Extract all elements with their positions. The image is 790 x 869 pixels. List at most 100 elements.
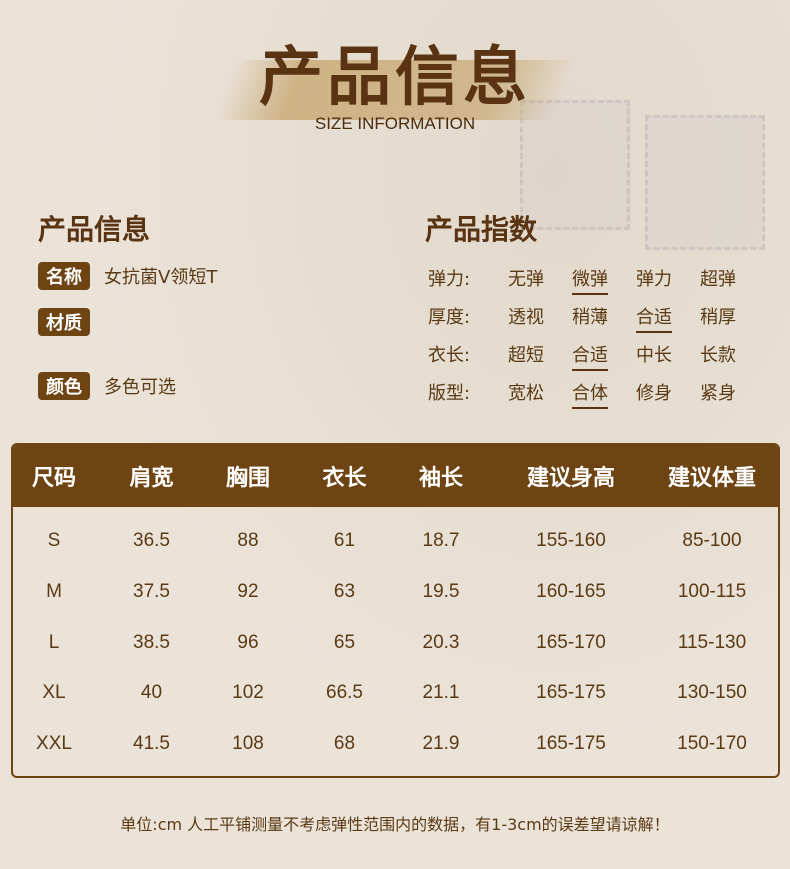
info-row: 材质 <box>38 308 104 336</box>
table-cell: 21.1 <box>422 682 460 704</box>
table-cell: 41.5 <box>133 733 170 755</box>
index-option-text: 合体 <box>572 383 608 409</box>
index-option-text: 超弹 <box>700 269 736 290</box>
column-header: 肩宽 <box>129 466 174 491</box>
column-header: 建议体重 <box>667 466 756 491</box>
index-option: 中长 <box>636 341 700 367</box>
index-option: 稍厚 <box>700 303 764 329</box>
info-tag: 材质 <box>38 308 90 336</box>
index-option: 修身 <box>636 379 700 405</box>
column-header: 建议身高 <box>526 466 615 491</box>
table-cell: 165-170 <box>536 631 606 653</box>
column-header: 胸围 <box>225 466 270 491</box>
table-row: M 37.5 92 63 19.5 160-165 100-115 <box>13 567 778 618</box>
stamp-decoration <box>520 100 630 230</box>
table-cell: 108 <box>232 733 264 755</box>
index-option: 合体 <box>572 379 636 409</box>
table-cell: 68 <box>333 733 356 755</box>
index-option: 弹力 <box>636 265 700 291</box>
table-cell: M <box>46 581 62 603</box>
index-option: 无弹 <box>508 265 572 291</box>
index-label: 厚度: <box>428 307 471 328</box>
table-cell: XXL <box>36 733 72 755</box>
index-option: 合适 <box>636 303 700 333</box>
info-tag: 颜色 <box>38 372 90 400</box>
index-option: 透视 <box>508 303 572 329</box>
table-cell: 61 <box>333 530 356 552</box>
index-option-text: 弹力 <box>636 269 672 290</box>
info-row: 颜色 多色可选 <box>38 372 176 400</box>
index-option-text: 超短 <box>508 345 544 366</box>
table-cell: 38.5 <box>133 631 170 653</box>
index-row: 衣长: 超短 合适 中长 长款 <box>428 341 764 371</box>
table-cell: 115-130 <box>677 631 747 653</box>
table-row: XXL 41.5 108 68 21.9 165-175 150-170 <box>13 719 778 770</box>
index-option: 微弹 <box>572 265 636 295</box>
index-option-text: 中长 <box>636 345 672 366</box>
table-cell: 66.5 <box>326 682 363 704</box>
index-option: 宽松 <box>508 379 572 405</box>
table-cell: 18.7 <box>422 530 460 552</box>
table-cell: 63 <box>333 581 356 603</box>
table-cell: 37.5 <box>133 581 170 603</box>
index-label: 衣长: <box>428 345 471 366</box>
table-cell: 165-175 <box>536 682 606 704</box>
page-subtitle: SIZE INFORMATION <box>314 114 476 133</box>
info-value: 多色可选 <box>104 377 176 398</box>
table-cell: 19.5 <box>422 581 460 603</box>
index-option-text: 无弹 <box>508 269 544 290</box>
index-option-text: 紧身 <box>700 383 736 404</box>
page-title: 产品信息 <box>259 41 531 115</box>
table-cell: L <box>48 631 60 653</box>
table-row: L 38.5 96 65 20.3 165-170 115-130 <box>13 617 778 668</box>
index-option-text: 稍厚 <box>700 307 736 328</box>
index-row: 厚度: 透视 稍薄 合适 稍厚 <box>428 303 764 333</box>
index-option-text: 透视 <box>508 307 544 328</box>
table-cell: 155-160 <box>536 530 606 552</box>
index-option: 紧身 <box>700 379 764 405</box>
info-row: 名称 女抗菌V领短T <box>38 262 217 290</box>
table-cell: 21.9 <box>422 733 460 755</box>
table-cell: 20.3 <box>422 631 460 653</box>
index-row: 弹力: 无弹 微弹 弹力 超弹 <box>428 265 764 295</box>
table-cell: 100-115 <box>677 581 747 603</box>
table-cell: 40 <box>140 682 163 704</box>
table-cell: 88 <box>237 530 259 552</box>
index-option: 稍薄 <box>572 303 636 329</box>
index-option: 合适 <box>572 341 636 371</box>
index-label: 版型: <box>428 383 471 404</box>
table-cell: 150-170 <box>677 733 747 755</box>
table-cell: 160-165 <box>536 581 606 603</box>
size-table: 尺码 肩宽 胸围 衣长 袖长 建议身高 建议体重 S 36.5 88 61 18.7 155-160 8… <box>11 443 780 778</box>
index-option-text: 修身 <box>636 383 672 404</box>
table-row: XL 40 102 66.5 21.1 165-175 130-150 <box>13 668 778 719</box>
index-option-text: 长款 <box>700 345 736 366</box>
table-cell: XL <box>42 682 66 704</box>
index-option: 超弹 <box>700 265 764 291</box>
table-cell: 130-150 <box>677 682 747 704</box>
table-header: 尺码 肩宽 胸围 衣长 袖长 建议身高 建议体重 <box>13 445 778 507</box>
index-option-text: 合适 <box>572 345 608 371</box>
table-cell: 65 <box>333 631 356 653</box>
table-row: S 36.5 88 61 18.7 155-160 85-100 <box>13 516 778 567</box>
table-cell: 165-175 <box>536 733 606 755</box>
stamp-decoration <box>645 115 765 250</box>
table-cell: 92 <box>237 581 259 603</box>
column-header: 尺码 <box>31 466 76 491</box>
index-option: 长款 <box>700 341 764 367</box>
index-option-text: 宽松 <box>508 383 544 404</box>
index-heading: 产品指数 <box>425 213 538 246</box>
column-header: 袖长 <box>418 466 463 491</box>
table-cell: 36.5 <box>133 530 170 552</box>
index-option-text: 合适 <box>636 307 672 333</box>
index-option-text: 微弹 <box>572 269 608 295</box>
table-cell: S <box>47 530 61 552</box>
table-cell: 85-100 <box>682 530 742 552</box>
table-cell: 96 <box>237 631 259 653</box>
info-heading: 产品信息 <box>38 213 151 246</box>
table-cell: 102 <box>232 682 264 704</box>
info-value: 女抗菌V领短T <box>104 267 218 288</box>
info-tag: 名称 <box>38 262 90 290</box>
index-option: 超短 <box>508 341 572 367</box>
footer-note: 单位:cm 人工平铺测量不考虑弹性范围内的数据，有1-3cm的误差望请谅解！ <box>120 815 670 834</box>
